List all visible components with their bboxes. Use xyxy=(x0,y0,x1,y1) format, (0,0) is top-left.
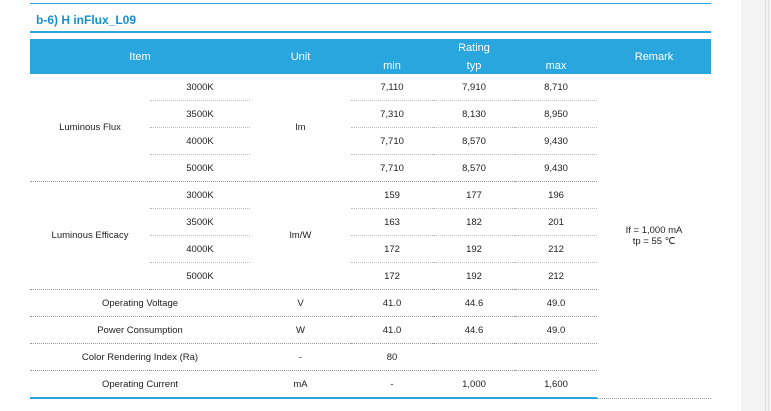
max-cell: 8,710 xyxy=(515,74,598,101)
typ-cell: 177 xyxy=(433,181,515,209)
min-cell: 163 xyxy=(351,208,433,236)
max-cell: 212 xyxy=(515,262,598,290)
table-row: Operating Current mA - 1,000 1,600 xyxy=(30,370,711,399)
top-divider xyxy=(30,3,711,4)
table-row: 3500K 163 182 201 xyxy=(30,208,711,236)
typ-cell: 192 xyxy=(433,262,515,290)
item-cell: Color Rendering Index (Ra) xyxy=(30,343,250,371)
max-cell: 49.0 xyxy=(515,289,598,317)
remark-line-1: If = 1,000 mA xyxy=(625,224,683,236)
table-row: Luminous Efficacy 3000K lm/W 159 177 196 xyxy=(30,181,711,290)
section-title: b-6) H inFlux_L09 xyxy=(36,13,137,27)
item-cell: Power Consumption xyxy=(30,316,250,344)
typ-cell: 8,570 xyxy=(433,154,515,182)
max-cell: 8,950 xyxy=(515,100,598,128)
spec-table: Item Unit Rating Remark min typ max Lumi… xyxy=(30,39,712,399)
min-cell: 7,710 xyxy=(351,127,433,155)
cct-cell: 5000K xyxy=(150,262,250,290)
header-typ: typ xyxy=(433,57,515,74)
luminous-efficacy-label: Luminous Efficacy xyxy=(30,181,150,290)
typ-cell xyxy=(433,343,515,371)
cct-cell: 3000K xyxy=(150,74,250,101)
table-row: 4000K 172 192 212 xyxy=(30,235,711,263)
table-row: Luminous Flux 3000K lm 7,110 7,910 8,710… xyxy=(30,74,712,399)
min-cell: 41.0 xyxy=(351,289,433,317)
max-cell: 196 xyxy=(515,181,598,209)
unit-cell: mA xyxy=(250,370,351,399)
typ-cell: 8,570 xyxy=(433,127,515,155)
table-subheader-row: min typ max xyxy=(30,57,711,74)
scrollbar-track[interactable] xyxy=(741,0,771,411)
max-cell: 201 xyxy=(515,208,598,236)
table-row: Power Consumption W 41.0 44.6 49.0 xyxy=(30,316,711,344)
header-min: min xyxy=(351,57,433,74)
typ-cell: 192 xyxy=(433,235,515,263)
max-cell: 9,430 xyxy=(515,127,598,155)
scrollbar-divider xyxy=(765,0,766,411)
table-row: 3500K 7,310 8,130 8,950 xyxy=(30,100,711,128)
max-cell: 212 xyxy=(515,235,598,263)
header-rating: Rating xyxy=(351,39,598,57)
item-cell: Operating Voltage xyxy=(30,289,250,317)
min-cell: 7,110 xyxy=(351,74,433,101)
cct-cell: 4000K xyxy=(150,127,250,155)
min-cell: 172 xyxy=(351,235,433,263)
unit-cell: - xyxy=(250,343,351,371)
header-remark: Remark xyxy=(597,39,712,74)
remark-line-2: tp = 55 ℃ xyxy=(632,235,676,247)
max-cell: 49.0 xyxy=(515,316,598,344)
min-cell: 159 xyxy=(351,181,433,209)
min-cell: 41.0 xyxy=(351,316,433,344)
typ-cell: 44.6 xyxy=(433,289,515,317)
item-cell: Operating Current xyxy=(30,370,250,399)
unit-cell: V xyxy=(250,289,351,317)
table-row: 5000K 7,710 8,570 9,430 xyxy=(30,154,711,182)
table-row: Color Rendering Index (Ra) - 80 xyxy=(30,343,711,371)
min-cell: 172 xyxy=(351,262,433,290)
cct-cell: 3500K xyxy=(150,100,250,128)
min-cell: 7,710 xyxy=(351,154,433,182)
min-cell: 80 xyxy=(351,343,433,371)
remark-cell: If = 1,000 mA tp = 55 ℃ xyxy=(597,74,712,399)
scrollbar-divider xyxy=(768,0,769,411)
table-row: 5000K 172 192 212 xyxy=(30,262,711,290)
max-cell xyxy=(515,343,598,371)
cct-cell: 3000K xyxy=(150,181,250,209)
min-cell: - xyxy=(351,370,433,399)
table-row: 4000K 7,710 8,570 9,430 xyxy=(30,127,711,155)
luminous-flux-label: Luminous Flux xyxy=(30,74,150,182)
typ-cell: 1,000 xyxy=(433,370,515,399)
cct-cell: 5000K xyxy=(150,154,250,182)
max-cell: 9,430 xyxy=(515,154,598,182)
table-header-row: Item Unit Rating Remark xyxy=(30,39,712,74)
cct-cell: 4000K xyxy=(150,235,250,263)
luminous-flux-unit: lm xyxy=(250,74,351,182)
typ-cell: 7,910 xyxy=(433,74,515,101)
max-cell: 1,600 xyxy=(515,370,598,399)
header-max: max xyxy=(515,57,598,74)
typ-cell: 44.6 xyxy=(433,316,515,344)
document-content: b-6) H inFlux_L09 Item Unit Rating Remar… xyxy=(30,3,712,399)
luminous-efficacy-unit: lm/W xyxy=(250,181,351,290)
typ-cell: 182 xyxy=(433,208,515,236)
min-cell: 7,310 xyxy=(351,100,433,128)
header-unit: Unit xyxy=(250,39,351,74)
typ-cell: 8,130 xyxy=(433,100,515,128)
title-divider xyxy=(30,31,711,33)
table-row: Operating Voltage V 41.0 44.6 49.0 xyxy=(30,289,711,317)
header-item: Item xyxy=(30,39,250,74)
cct-cell: 3500K xyxy=(150,208,250,236)
unit-cell: W xyxy=(250,316,351,344)
